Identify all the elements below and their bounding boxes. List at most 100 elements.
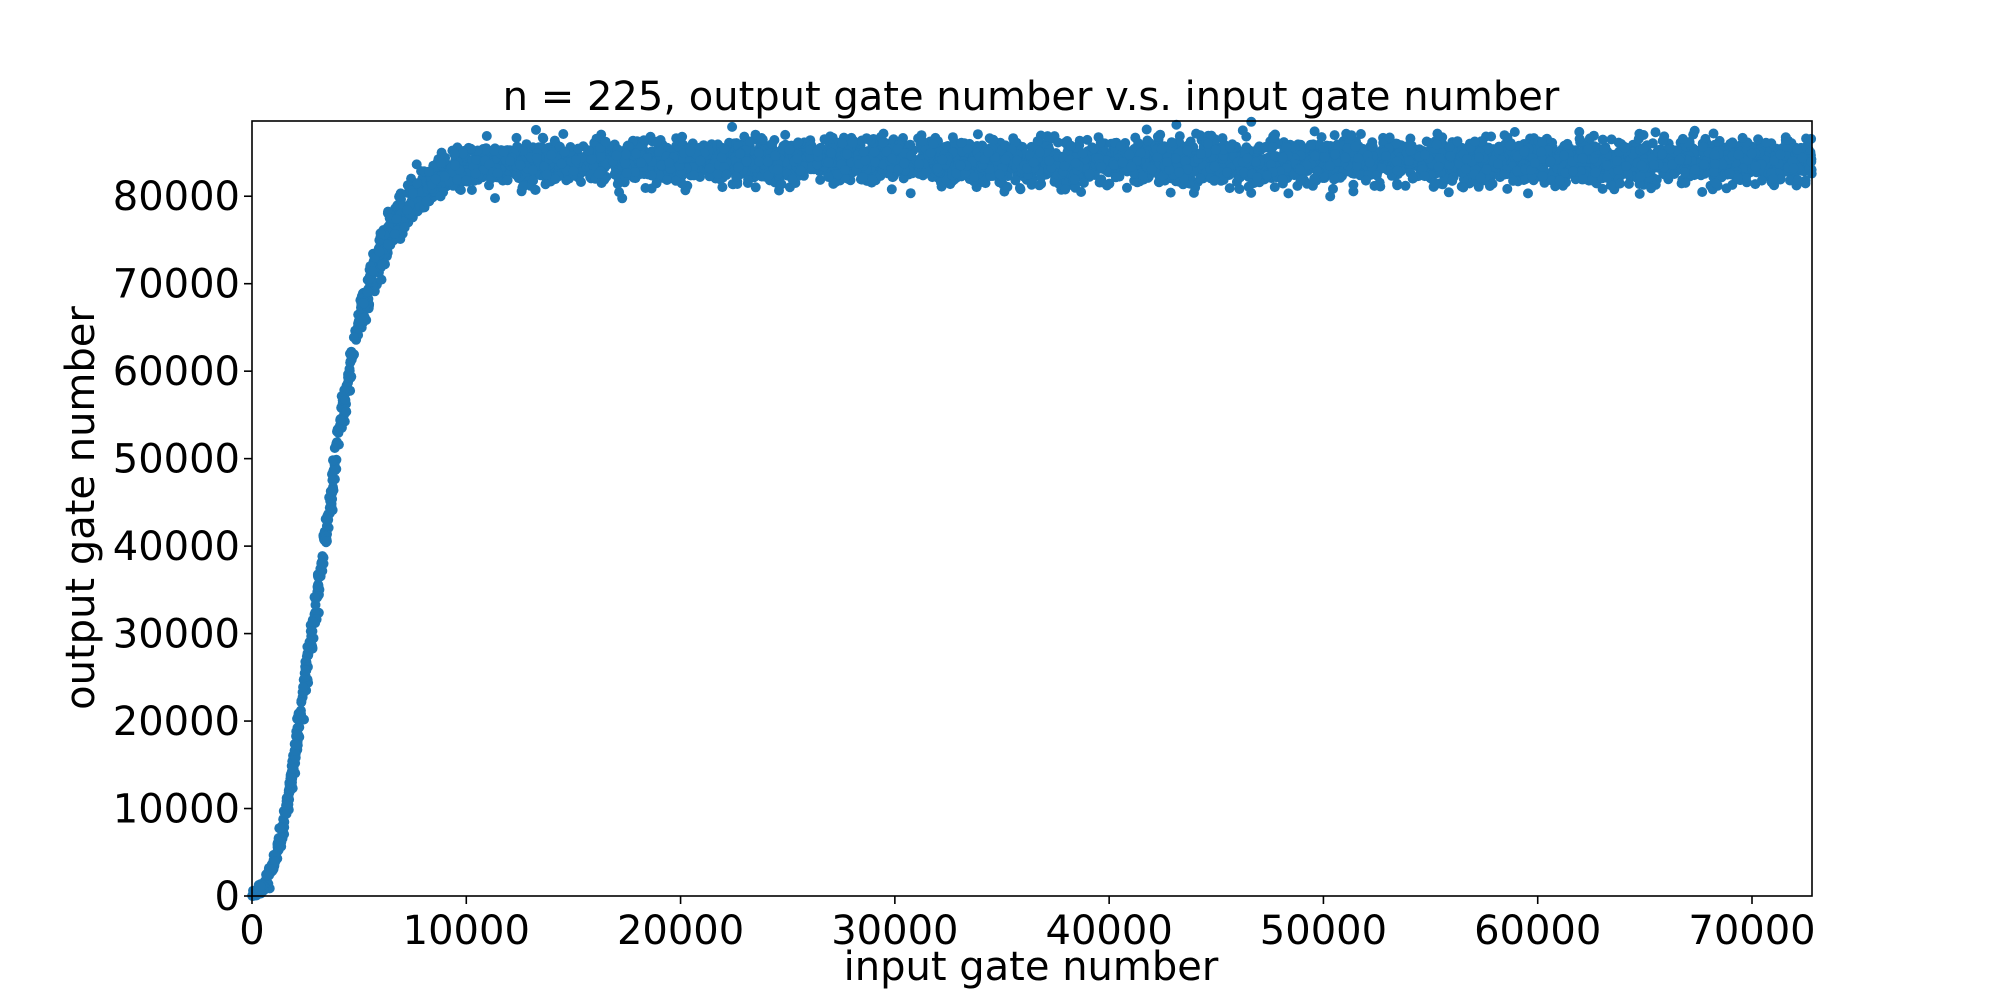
- scatter-point: [1710, 178, 1721, 189]
- scatter-point: [1078, 177, 1089, 188]
- scatter-point: [1182, 145, 1193, 156]
- scatter-point: [1407, 173, 1418, 184]
- scatter-point: [435, 191, 446, 202]
- scatter-point: [704, 171, 715, 182]
- scatter-point: [732, 179, 743, 189]
- scatter-point: [917, 136, 928, 147]
- scatter-point: [1624, 178, 1634, 189]
- scatter-point: [905, 188, 916, 199]
- scatter-point: [394, 191, 405, 202]
- scatter-point: [1102, 180, 1112, 191]
- scatter-point: [374, 246, 385, 257]
- scatter-point: [812, 159, 823, 170]
- scatter-point: [1202, 138, 1213, 149]
- scatter-point: [1122, 182, 1132, 193]
- scatter-point: [716, 152, 727, 163]
- scatter-point: [1206, 130, 1217, 141]
- scatter-point: [1493, 144, 1504, 155]
- scatter-point: [1032, 136, 1043, 147]
- scatter-point: [329, 443, 340, 453]
- scatter-point: [1646, 183, 1657, 194]
- scatter-point: [1309, 126, 1320, 137]
- scatter-point: [1634, 188, 1645, 199]
- scatter-point: [1806, 133, 1817, 144]
- scatter-point: [750, 182, 761, 193]
- scatter-point: [741, 156, 752, 167]
- scatter-point: [898, 173, 909, 184]
- scatter-point: [502, 175, 513, 186]
- scatter-point: [531, 124, 541, 135]
- scatter-point: [1269, 182, 1280, 193]
- scatter-point: [1499, 130, 1510, 141]
- scatter-point: [480, 144, 491, 155]
- scatter-point: [296, 697, 307, 708]
- scatter-point: [1384, 132, 1395, 143]
- scatter-point: [1369, 180, 1380, 191]
- scatter-point: [847, 137, 858, 148]
- scatter-point: [1680, 177, 1691, 188]
- scatter-point: [823, 172, 834, 182]
- scatter-point: [1512, 165, 1523, 176]
- scatter-point: [1002, 181, 1013, 192]
- scatter-point: [1243, 181, 1254, 192]
- scatter-point: [1010, 175, 1021, 186]
- scatter-point: [1060, 184, 1071, 195]
- scatter-point: [1559, 150, 1569, 161]
- scatter-point: [1614, 178, 1625, 189]
- scatter-point: [1560, 167, 1571, 178]
- scatter-point: [1741, 172, 1751, 183]
- scatter-point: [1519, 146, 1529, 157]
- scatter-point: [654, 146, 665, 157]
- scatter-point: [340, 395, 351, 405]
- scatter-point: [335, 415, 346, 425]
- scatter-point: [1505, 140, 1516, 151]
- scatter-point: [717, 182, 728, 193]
- scatter-point: [1650, 127, 1661, 138]
- scatter-point: [465, 143, 476, 154]
- scatter-point: [756, 133, 767, 143]
- scatter-point: [614, 187, 625, 198]
- scatter-point: [776, 179, 787, 190]
- scatter-point: [767, 138, 778, 149]
- scatter-point: [638, 135, 649, 146]
- scatter-point: [1444, 142, 1455, 152]
- scatter-point: [1234, 184, 1245, 194]
- scatter-point: [780, 129, 791, 140]
- scatter-point: [1076, 187, 1087, 197]
- scatter-point: [1237, 125, 1248, 136]
- scatter-point: [576, 177, 586, 187]
- scatter-point: [826, 147, 837, 158]
- scatter-point: [1082, 134, 1093, 145]
- scatter-point: [947, 132, 958, 143]
- scatter-point: [558, 129, 569, 139]
- scatter-point: [656, 160, 667, 171]
- scatter-point: [1328, 183, 1338, 194]
- scatter-point: [640, 183, 651, 193]
- scatter-point: [348, 332, 359, 343]
- scatter-point: [819, 134, 830, 145]
- scatter-point: [1165, 187, 1176, 198]
- scatter-point: [1319, 151, 1330, 162]
- scatter-point: [1325, 191, 1336, 202]
- scatter-point: [530, 184, 541, 195]
- scatter-point: [328, 455, 338, 466]
- scatter-point: [1171, 119, 1182, 130]
- scatter-point: [1180, 156, 1191, 167]
- scatter-point: [870, 157, 881, 168]
- scatter-point: [670, 175, 681, 186]
- scatter-point: [654, 170, 665, 181]
- scatter-point: [1727, 137, 1738, 148]
- scatter-point: [1191, 128, 1202, 139]
- scatter-point: [1574, 126, 1585, 137]
- scatter-point: [962, 144, 973, 154]
- scatter-point: [744, 136, 755, 147]
- scatter-point: [537, 132, 548, 143]
- scatter-point: [527, 174, 538, 185]
- scatter-point: [284, 788, 295, 799]
- scatter-point: [346, 371, 357, 382]
- scatter-point: [937, 154, 948, 165]
- scatter-point: [1785, 175, 1795, 186]
- scatter-point: [1348, 179, 1359, 190]
- scatter-point: [878, 128, 889, 139]
